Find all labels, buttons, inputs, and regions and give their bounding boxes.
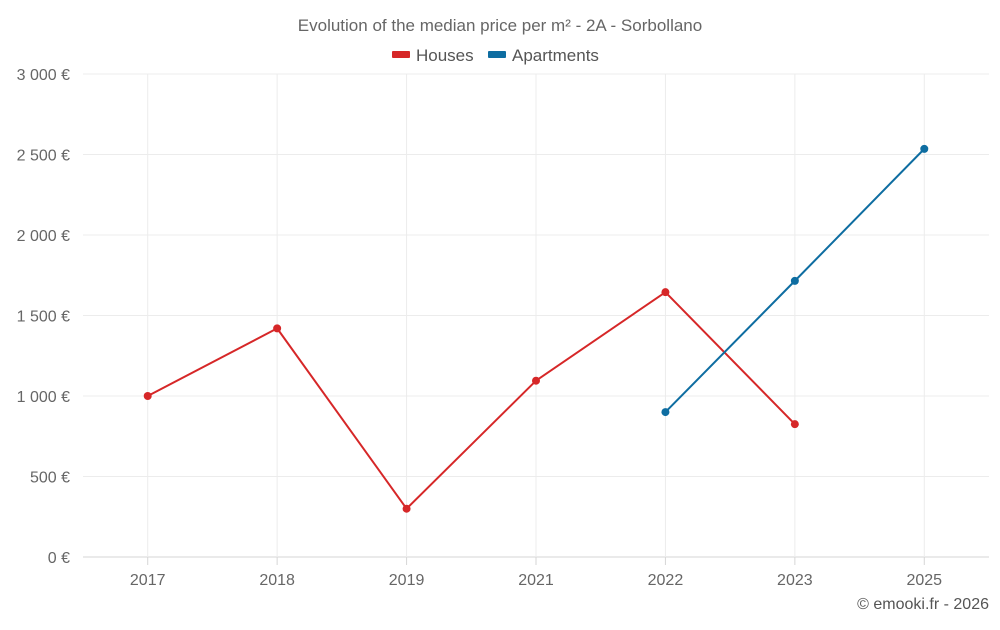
legend-swatch-houses [392,51,410,58]
x-tick-label: 2022 [648,572,684,589]
data-point-houses[interactable] [143,392,152,400]
legend-item-houses[interactable]: Houses [392,46,474,65]
x-tick-label: 2021 [518,572,554,589]
data-point-apartments[interactable] [790,276,799,285]
x-tick-label: 2017 [130,572,166,589]
y-tick-label: 2 000 € [17,228,70,245]
data-point-apartments[interactable] [661,408,670,417]
x-tick-label: 2018 [259,572,295,589]
series-apartments [661,144,929,417]
y-tick-label: 1 000 € [17,389,70,406]
legend-item-apartments[interactable]: Apartments [488,46,599,65]
legend-label-apartments: Apartments [512,46,599,65]
data-point-houses[interactable] [402,504,411,513]
data-point-apartments[interactable] [920,144,929,153]
data-point-houses[interactable] [661,288,670,297]
y-axis: 0 € 500 € 1 000 € 1 500 € 2 000 € 2 500 € 3 00… [17,67,70,567]
x-tick-label: 2023 [777,572,813,589]
series-houses [143,288,799,513]
x-gridlines [147,74,925,557]
legend-label-houses: Houses [416,46,474,65]
x-tick-label: 2025 [906,572,942,589]
data-point-houses[interactable] [790,420,799,429]
series-line-houses [147,291,796,510]
y-tick-label: 500 € [30,470,70,487]
y-tick-label: 3 000 € [17,67,70,84]
y-tick-label: 1 500 € [17,309,70,326]
x-tick-label: 2019 [389,572,425,589]
legend: Houses Apartments [392,46,599,65]
y-tick-label: 2 500 € [17,148,70,165]
data-point-houses[interactable] [273,324,282,333]
y-tick-label: 0 € [48,550,70,567]
data-point-houses[interactable] [532,376,540,385]
x-axis: 2017 2018 2019 2021 2022 2023 2025 [130,557,942,589]
chart-title: Evolution of the median price per m² - 2… [298,16,702,35]
series-layer [143,144,929,513]
credit-text: © emooki.fr - 2026 [857,596,989,613]
legend-swatch-apartments [488,51,506,58]
